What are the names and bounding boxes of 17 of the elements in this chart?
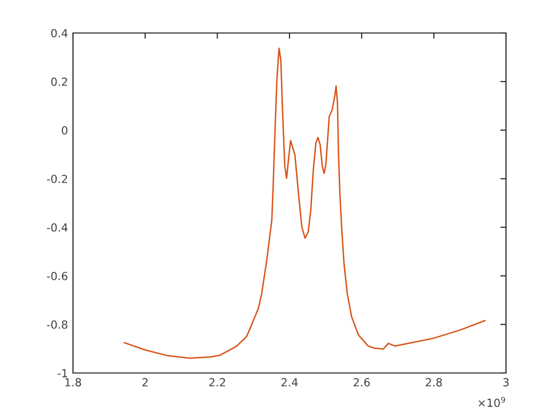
x-tick-label: 2.8 xyxy=(426,378,442,386)
line-series xyxy=(124,48,486,359)
x-tick-label: 2.4 xyxy=(281,378,298,386)
y-tick-label: 0 xyxy=(62,126,68,135)
x-tick-label: 2.2 xyxy=(209,378,226,386)
x-tick-label: 1.8 xyxy=(65,378,82,386)
y-tick-label: -0.4 xyxy=(47,223,68,232)
x-tick-label: 3 xyxy=(503,378,509,386)
y-tick-label: -0.2 xyxy=(47,174,68,184)
x-tick-label: 2.6 xyxy=(354,378,370,386)
text: ×10$^{9}$ xyxy=(478,396,506,408)
y-tick-label: -1 xyxy=(58,369,68,378)
x-tick-label: 2 xyxy=(142,378,148,386)
y-tick-label: 0.4 xyxy=(51,28,68,38)
y-tick-label: -0.6 xyxy=(47,272,68,280)
y-tick-label: 0.2 xyxy=(51,78,68,86)
y-tick-label: -0.8 xyxy=(47,320,68,329)
